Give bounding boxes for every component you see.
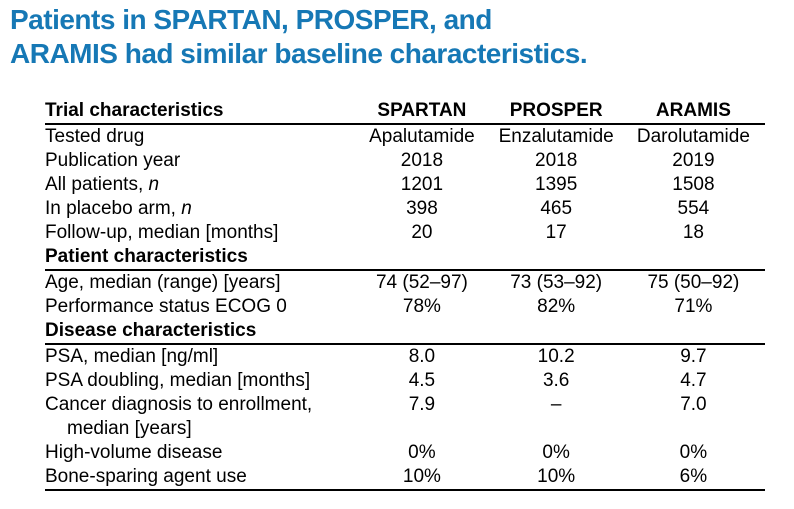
row-label: Age, median (range) [years] [45, 272, 281, 293]
cell-prosper: 3.6 [542, 370, 570, 391]
table-body: Tested drug Apalutamide Enzalutamide Darolu… [45, 125, 765, 489]
cell-aramis: 6% [679, 466, 708, 487]
baseline-characteristics-table: Trial characteristics SPARTAN PROSPER AR… [45, 99, 765, 491]
cell-prosper: 17 [545, 222, 567, 243]
header-spartan: SPARTAN [377, 100, 467, 121]
row-label: High-volume disease [45, 442, 223, 463]
cell-aramis: 71% [674, 296, 713, 317]
cell-spartan: 78% [402, 296, 441, 317]
section-label: Disease characteristics [45, 319, 765, 345]
table-row: Performance status ECOG 0 78% 82% 71% [45, 295, 765, 319]
row-label: PSA doubling, median [months] [45, 370, 311, 391]
cell-prosper: 465 [540, 198, 573, 219]
cell-prosper: 2018 [535, 150, 578, 171]
cell-aramis: 1508 [672, 174, 715, 195]
table-row: All patients, n 1201 1395 1508 [45, 173, 765, 197]
cell-prosper: 82% [537, 296, 576, 317]
cell-prosper: 10.2 [537, 346, 575, 367]
section-row: Disease characteristics [45, 319, 765, 345]
row-label: Tested drug [45, 126, 145, 147]
cell-spartan: Apalutamide [369, 126, 475, 147]
cell-aramis: 4.7 [680, 370, 707, 391]
cell-prosper: – [550, 394, 562, 415]
cell-spartan: 7.9 [408, 394, 436, 415]
table-row: PSA, median [ng/ml] 8.0 10.2 9.7 [45, 345, 765, 369]
header-aramis: ARAMIS [655, 100, 731, 121]
cell-aramis: 7.0 [680, 394, 707, 415]
table-row: PSA doubling, median [months] 4.5 3.6 4.7 [45, 369, 765, 393]
table-header-row: Trial characteristics SPARTAN PROSPER AR… [45, 99, 765, 125]
cell-aramis: 18 [682, 222, 704, 243]
row-label: All patients, n [45, 174, 160, 195]
row-label: PSA, median [ng/ml] [45, 346, 219, 367]
cell-prosper: 0% [542, 442, 570, 463]
row-label-italic-n: n [181, 198, 192, 219]
cell-aramis: 9.7 [680, 346, 707, 367]
slide-title-line1: Patients in SPARTAN, PROSPER, and [10, 4, 492, 35]
table-row: Cancer diagnosis to enrollment, median [y… [45, 393, 765, 441]
cell-spartan: 0% [408, 442, 436, 463]
row-label: In placebo arm, n [45, 198, 192, 219]
table-row: Age, median (range) [years] 74 (52–97) 73 … [45, 271, 765, 295]
header-trial-characteristics: Trial characteristics [45, 100, 224, 121]
cell-aramis: 2019 [672, 150, 715, 171]
cell-spartan: 4.5 [408, 370, 436, 391]
slide-title-line2: ARAMIS had similar baseline characterist… [10, 38, 588, 69]
row-label: Follow-up, median [months] [45, 222, 279, 243]
table-row: Follow-up, median [months] 20 17 18 [45, 221, 765, 245]
cell-prosper: 73 (53–92) [510, 272, 603, 293]
table-row: Tested drug Apalutamide Enzalutamide Darolu… [45, 125, 765, 149]
cell-aramis: 75 (50–92) [647, 272, 740, 293]
cell-spartan: 8.0 [408, 346, 436, 367]
section-label: Patient characteristics [45, 245, 765, 271]
row-label-italic-n: n [148, 174, 160, 195]
row-label: Performance status ECOG 0 [45, 296, 287, 317]
cell-aramis: 554 [677, 198, 710, 219]
table-row: Publication year 2018 2018 2019 [45, 149, 765, 173]
table-row: High-volume disease 0% 0% 0% [45, 441, 765, 465]
cell-aramis: 0% [679, 442, 708, 463]
section-row: Patient characteristics [45, 245, 765, 271]
cell-aramis: Darolutamide [636, 126, 750, 147]
cell-spartan: 74 (52–97) [375, 272, 468, 293]
header-prosper: PROSPER [509, 100, 603, 121]
table-row: In placebo arm, n 398 465 554 [45, 197, 765, 221]
slide-title: Patients in SPARTAN, PROSPER, and ARAMIS… [10, 3, 588, 71]
row-label-line2: median [years] [67, 418, 192, 439]
row-label: Bone-sparing agent use [45, 466, 247, 487]
cell-prosper: Enzalutamide [498, 126, 614, 147]
cell-prosper: 10% [537, 466, 576, 487]
row-label: Cancer diagnosis to enrollment, median [y… [45, 393, 353, 441]
cell-prosper: 1395 [535, 174, 578, 195]
cell-spartan: 1201 [400, 174, 444, 195]
cell-spartan: 20 [411, 222, 433, 243]
row-label: Publication year [45, 150, 181, 171]
table-row: Bone-sparing agent use 10% 10% 6% [45, 465, 765, 489]
cell-spartan: 10% [402, 466, 441, 487]
cell-spartan: 2018 [400, 150, 444, 171]
cell-spartan: 398 [406, 198, 438, 219]
